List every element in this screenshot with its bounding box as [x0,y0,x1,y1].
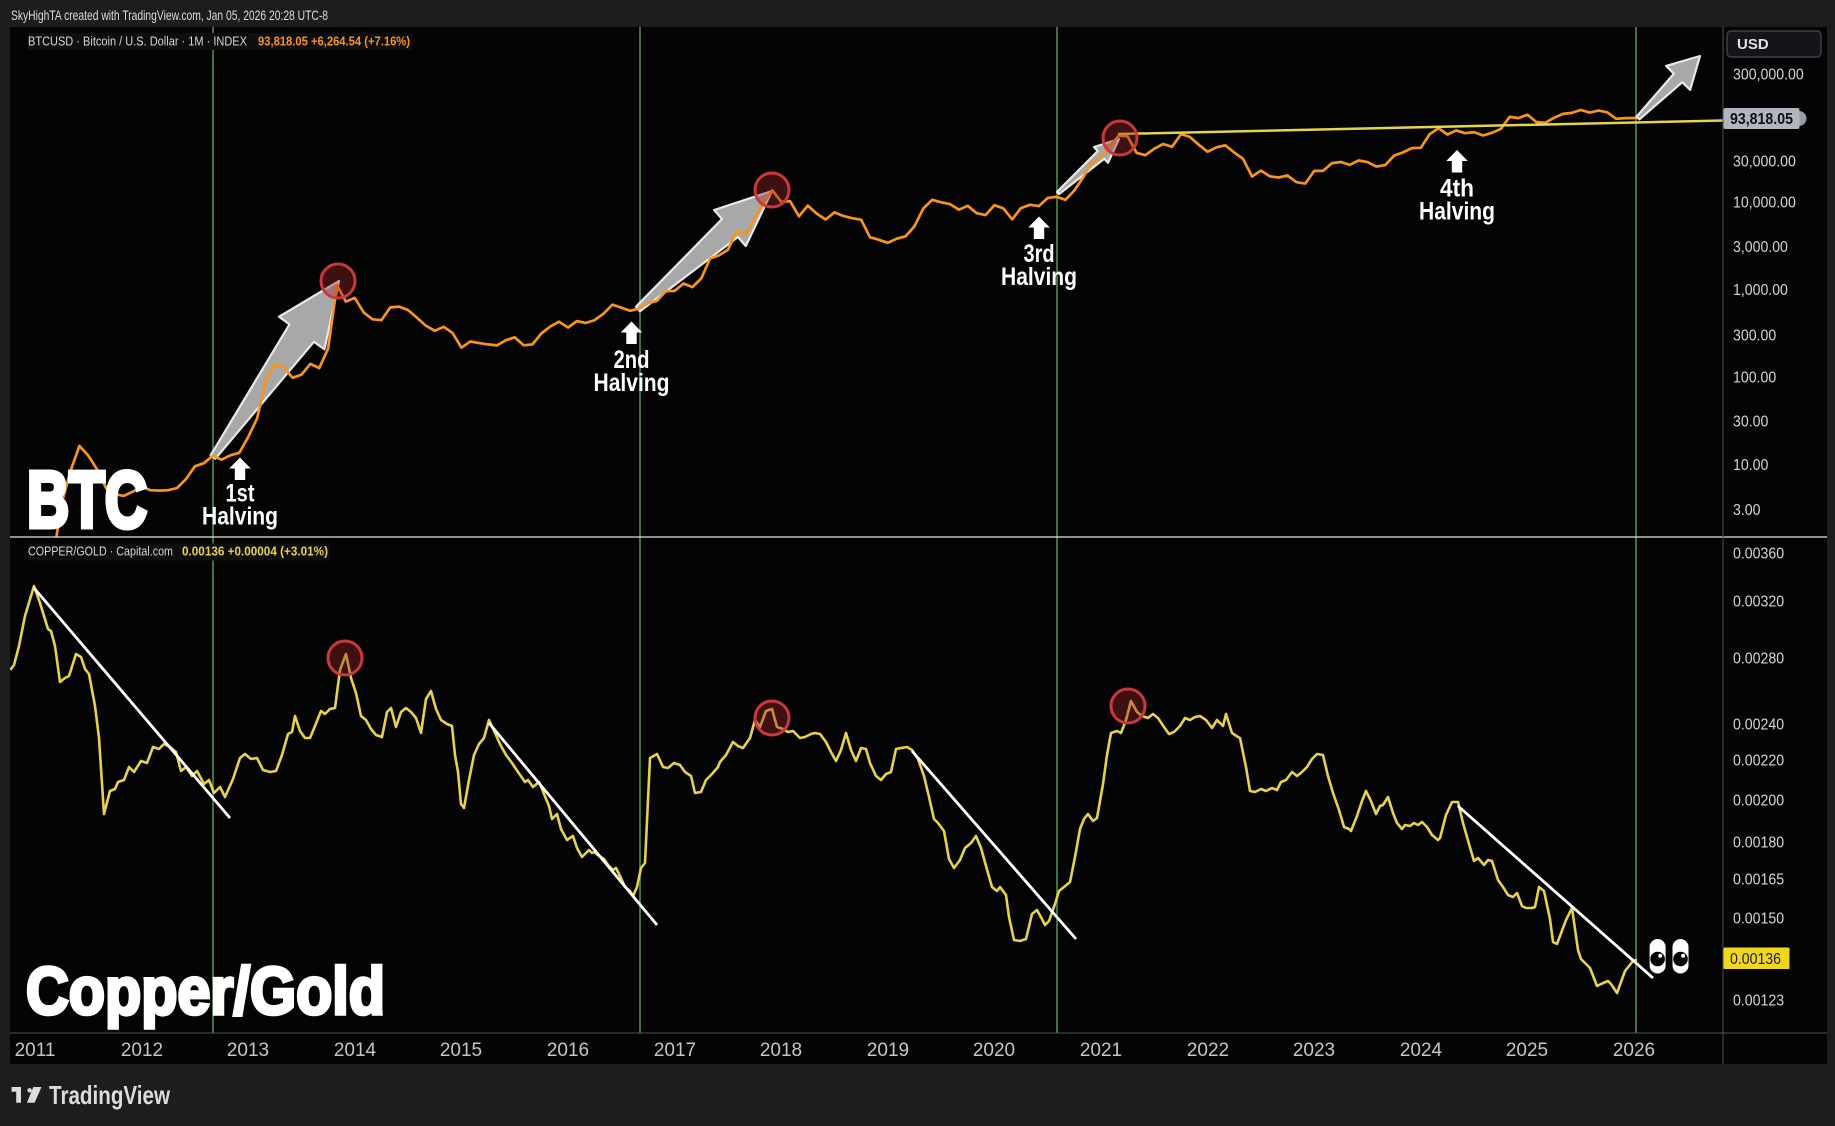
svg-text:93,818.05: 93,818.05 [1730,111,1793,128]
svg-text:SkyHighTA created with Trading: SkyHighTA created with TradingView.com, … [11,7,328,23]
svg-text:93,818.05 +6,264.54 (+7.16%): 93,818.05 +6,264.54 (+7.16%) [258,35,410,49]
svg-text:0.00200: 0.00200 [1733,792,1784,809]
svg-text:0.00360: 0.00360 [1733,545,1784,562]
svg-text:3,000.00: 3,000.00 [1733,239,1788,256]
svg-text:2026: 2026 [1613,1040,1655,1061]
svg-text:2025: 2025 [1506,1040,1548,1061]
svg-text:2024: 2024 [1400,1040,1443,1061]
svg-text:2011: 2011 [15,1040,56,1061]
svg-text:USD: USD [1737,36,1769,53]
svg-text:BTCUSD · Bitcoin / U.S. Dollar: BTCUSD · Bitcoin / U.S. Dollar · 1M · IN… [28,35,248,49]
svg-text:Copper/Gold: Copper/Gold [26,955,385,1029]
svg-text:0.00123: 0.00123 [1733,992,1784,1009]
svg-text:10,000.00: 10,000.00 [1733,195,1796,212]
svg-text:2020: 2020 [973,1040,1015,1061]
svg-text:2013: 2013 [227,1040,269,1061]
svg-text:300,000.00: 300,000.00 [1733,66,1804,83]
svg-text:1,000.00: 1,000.00 [1733,282,1788,299]
svg-text:0.00320: 0.00320 [1733,593,1784,610]
svg-text:2023: 2023 [1293,1040,1335,1061]
svg-text:0.00150: 0.00150 [1733,910,1784,927]
svg-text:0.00220: 0.00220 [1733,752,1784,769]
svg-text:0.00165: 0.00165 [1733,871,1784,888]
svg-text:1st: 1st [226,480,256,508]
svg-text:100.00: 100.00 [1733,370,1777,387]
svg-text:2012: 2012 [121,1040,163,1061]
svg-text:0.00280: 0.00280 [1733,650,1784,667]
svg-text:BTC: BTC [27,455,147,544]
svg-text:10.00: 10.00 [1733,457,1769,474]
svg-text:30.00: 30.00 [1733,414,1769,431]
svg-text:2021: 2021 [1080,1040,1122,1061]
svg-text:0.00136: 0.00136 [1730,951,1781,968]
svg-text:COPPER/GOLD · Capital.com: COPPER/GOLD · Capital.com [28,545,173,559]
svg-text:Halving: Halving [1001,263,1077,291]
svg-text:30,000.00: 30,000.00 [1733,153,1796,170]
svg-text:2018: 2018 [760,1040,802,1061]
svg-text:2014: 2014 [334,1040,377,1061]
svg-text:4th: 4th [1440,175,1474,203]
svg-text:2016: 2016 [547,1040,589,1061]
svg-text:2019: 2019 [867,1040,909,1061]
svg-text:2022: 2022 [1187,1040,1229,1061]
svg-text:2nd: 2nd [614,346,650,374]
svg-text:0.00180: 0.00180 [1733,834,1784,851]
svg-text:Halving: Halving [594,369,670,397]
svg-text:Halving: Halving [1419,198,1495,226]
svg-text:Halving: Halving [202,503,278,531]
svg-text:0.00240: 0.00240 [1733,716,1784,733]
svg-text:0.00136 +0.00004 (+3.01%): 0.00136 +0.00004 (+3.01%) [182,545,328,559]
svg-text:2017: 2017 [654,1040,696,1061]
svg-text:2015: 2015 [440,1040,482,1061]
svg-text:TradingView: TradingView [49,1080,171,1110]
svg-text:3.00: 3.00 [1733,502,1761,519]
svg-text:3rd: 3rd [1024,240,1055,268]
svg-text:300.00: 300.00 [1733,327,1777,344]
